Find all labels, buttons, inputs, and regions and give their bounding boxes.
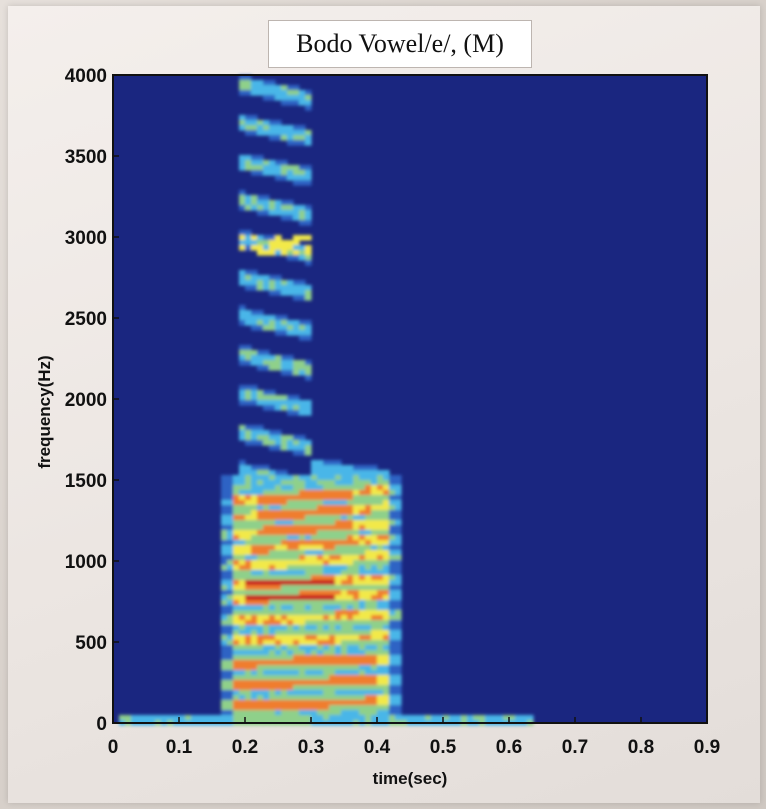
x-tick-label: 0.2 [232, 737, 258, 758]
y-axis-ticks: 0 500 1000 1500 2000 2500 3000 3500 4000 [65, 66, 119, 735]
chart-title: Bodo Vowel/e/, (M) [268, 20, 532, 68]
x-tick-label: 0.5 [430, 737, 457, 758]
x-tick-label: 0.7 [562, 737, 588, 758]
y-axis-label: frequency(Hz) [35, 355, 54, 468]
spectrogram-heatmap [119, 75, 534, 726]
y-tick-label: 1000 [65, 552, 107, 573]
y-tick-label: 4000 [65, 66, 107, 87]
x-tick-label: 0.4 [364, 737, 391, 758]
x-axis-label: time(sec) [373, 769, 448, 788]
y-tick-label: 0 [96, 714, 107, 735]
y-tick-label: 2000 [65, 390, 107, 411]
y-tick-label: 1500 [65, 471, 107, 492]
plot-area [112, 74, 708, 726]
x-axis-ticks: 0 0.1 0.2 0.3 0.4 0.5 0.6 0.7 0.8 0.9 [108, 717, 720, 758]
x-tick-label: 0.1 [166, 737, 193, 758]
y-tick-label: 2500 [65, 309, 107, 330]
y-tick-label: 500 [75, 633, 107, 654]
x-tick-label: 0.8 [628, 737, 654, 758]
plot-background [113, 75, 707, 723]
x-tick-label: 0 [108, 737, 119, 758]
y-tick-label: 3500 [65, 147, 107, 168]
x-tick-label: 0.9 [694, 737, 720, 758]
x-tick-label: 0.3 [298, 737, 324, 758]
x-tick-label: 0.6 [496, 737, 522, 758]
y-tick-label: 3000 [65, 228, 107, 249]
